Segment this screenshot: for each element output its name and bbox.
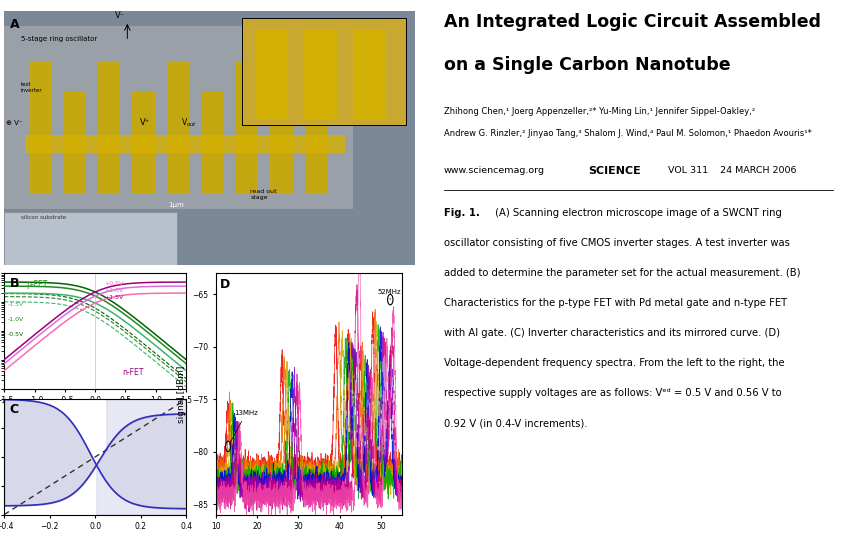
Text: -1.5V: -1.5V	[8, 302, 25, 307]
Text: C: C	[9, 403, 19, 416]
Bar	[353, 28, 386, 120]
Text: Zhihong Chen,¹ Joerg Appenzeller,²* Yu-Ming Lin,¹ Jennifer Sippel-Oakley,²: Zhihong Chen,¹ Joerg Appenzeller,²* Yu-M…	[444, 107, 755, 116]
Bar	[132, 92, 155, 194]
Bar	[270, 92, 293, 194]
Text: on a Single Carbon Nanotube: on a Single Carbon Nanotube	[444, 56, 731, 75]
Text: -0.5V: -0.5V	[8, 332, 25, 337]
Text: 13MHz: 13MHz	[229, 410, 258, 444]
Text: Andrew G. Rinzler,² Jinyao Tang,³ Shalom J. Wind,⁴ Paul M. Solomon,¹ Phaedon Avo: Andrew G. Rinzler,² Jinyao Tang,³ Shalom…	[444, 129, 812, 138]
Text: 0.92 V (in 0.4-V increments).: 0.92 V (in 0.4-V increments).	[444, 418, 587, 428]
X-axis label: V$_{gs}$ [V]: V$_{gs}$ [V]	[80, 411, 111, 424]
Text: 1µm: 1µm	[168, 202, 184, 208]
Text: oscillator consisting of five CMOS inverter stages. A test inverter was: oscillator consisting of five CMOS inver…	[444, 238, 790, 248]
Bar	[305, 62, 327, 194]
Bar	[63, 92, 86, 194]
Text: Fig. 1.: Fig. 1.	[444, 208, 480, 218]
Text: n-FET: n-FET	[123, 368, 144, 377]
Bar	[242, 18, 406, 125]
Text: carbon
nanotube: carbon nanotube	[299, 83, 330, 93]
Text: +1.0V: +1.0V	[104, 288, 124, 293]
Bar	[4, 26, 353, 209]
Text: 5-stage ring oscillator: 5-stage ring oscillator	[20, 36, 97, 42]
Text: A: A	[10, 18, 20, 32]
Text: with Al gate. (C) Inverter characteristics and its mirrored curve. (D): with Al gate. (C) Inverter characteristi…	[444, 328, 780, 338]
Bar	[29, 62, 52, 194]
Text: V⁻: V⁻	[115, 11, 125, 20]
Text: 500nm: 500nm	[246, 24, 266, 28]
Text: p-FET: p-FET	[26, 280, 47, 289]
Y-axis label: signal [dBm]: signal [dBm]	[178, 365, 186, 423]
Text: test
inverter: test inverter	[20, 83, 42, 93]
Bar	[167, 62, 190, 194]
Text: -1.0V: -1.0V	[8, 317, 25, 322]
Text: (A) Scanning electron microscope image of a SWCNT ring: (A) Scanning electron microscope image o…	[492, 208, 782, 218]
Bar	[98, 62, 120, 194]
Text: +0.5V: +0.5V	[104, 281, 124, 286]
Text: D: D	[219, 278, 230, 291]
Text: B: B	[9, 277, 19, 290]
Text: +1.5V: +1.5V	[104, 295, 124, 300]
Text: respective supply voltages are as follows: Vᵉᵈ = 0.5 V and 0.56 V to: respective supply voltages are as follow…	[444, 388, 782, 398]
Text: V$_{out}$: V$_{out}$	[181, 116, 197, 129]
Text: SCIENCE: SCIENCE	[589, 166, 641, 176]
Text: ⊕ V⁻: ⊕ V⁻	[6, 120, 23, 126]
Text: Voltage-dependent frequency spectra. From the left to the right, the: Voltage-dependent frequency spectra. Fro…	[444, 358, 784, 368]
Text: read out
stage: read out stage	[250, 189, 277, 200]
Text: V⁺: V⁺	[140, 118, 150, 127]
Text: added to determine the parameter set for the actual measurement. (B): added to determine the parameter set for…	[444, 268, 800, 278]
Text: Characteristics for the p-type FET with Pd metal gate and n-type FET: Characteristics for the p-type FET with …	[444, 298, 787, 308]
Bar	[4, 212, 177, 265]
Text: 52MHz: 52MHz	[377, 289, 401, 300]
Bar	[304, 28, 337, 120]
Text: VOL 311    24 MARCH 2006: VOL 311 24 MARCH 2006	[668, 166, 797, 175]
Bar	[201, 92, 223, 194]
Text: silicon substrate: silicon substrate	[20, 215, 66, 220]
Text: An Integrated Logic Circuit Assembled: An Integrated Logic Circuit Assembled	[444, 13, 821, 32]
Bar	[236, 62, 258, 194]
Bar	[255, 28, 288, 120]
Text: www.sciencemag.org: www.sciencemag.org	[444, 166, 545, 175]
Bar	[25, 136, 345, 153]
